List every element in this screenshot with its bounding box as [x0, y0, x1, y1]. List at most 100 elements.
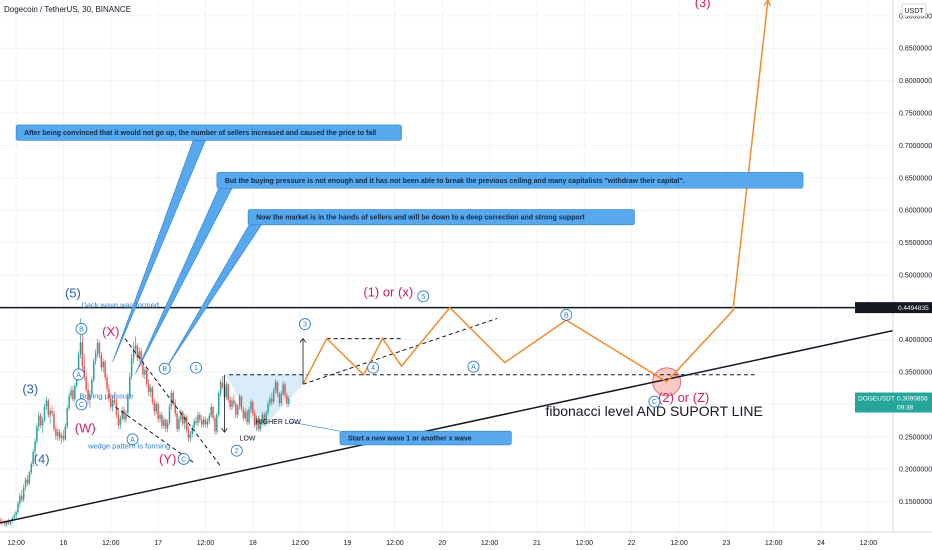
candle-body: [74, 385, 76, 400]
candle-body: [216, 414, 218, 432]
candle-body: [259, 421, 262, 430]
candle-body: [87, 389, 89, 400]
candle-body: [274, 382, 277, 391]
candle-body: [187, 429, 190, 439]
wave-circle-label: A: [130, 437, 135, 444]
candle-body: [163, 419, 165, 426]
candle-body: [185, 416, 188, 430]
y-tick-label: 0.5500000: [899, 240, 932, 247]
candle-body: [250, 401, 252, 410]
candle-body: [246, 411, 248, 423]
candle-body: [195, 421, 197, 424]
candle-body: [123, 410, 125, 420]
candle-body: [32, 451, 34, 465]
wave-circle: [648, 395, 661, 408]
candle-body: [19, 495, 21, 504]
candle-body: [178, 419, 180, 430]
candle-body: [58, 431, 61, 439]
candle-body: [176, 413, 178, 430]
candle-body: [172, 392, 175, 403]
y-tick-label: 0.2500000: [899, 434, 932, 441]
candle-body: [39, 415, 42, 426]
candle-body: [231, 400, 233, 408]
x-tick-label: 12:00: [102, 540, 120, 547]
candle-body: [197, 414, 199, 424]
candle-body: [284, 384, 286, 396]
wave-circle: [367, 361, 380, 374]
candle-body: [15, 511, 17, 516]
candle-body: [68, 396, 70, 409]
price-label-box: [855, 302, 932, 314]
text-label: Buying pressure: [80, 392, 134, 401]
candle-body: [28, 472, 31, 484]
y-tick-label: 0.2000000: [899, 467, 932, 474]
wave-label: fibonacci level AND SUPORT LINE: [545, 403, 762, 419]
callout-box: [15, 124, 402, 141]
time-axis[interactable]: 12:00 16 12:00 17 12:00 18 12:00 19 12:00 20 12:00…: [7, 540, 877, 547]
wave-circle-label: C: [181, 456, 186, 463]
currency-button[interactable]: [901, 3, 927, 17]
wave-circle-label: A: [471, 364, 476, 371]
candle-body: [22, 487, 25, 500]
x-tick-label: 21: [533, 540, 541, 547]
candle-body: [34, 441, 36, 452]
candle-body: [252, 401, 254, 414]
candles: [0, 318, 290, 527]
candle-body: [21, 495, 23, 500]
x-tick-label: 16: [60, 540, 68, 547]
candle-body: [168, 406, 171, 423]
callout-text: Now the market is in the hands of seller…: [256, 215, 585, 222]
price-range-arrowhead: [299, 337, 307, 343]
wave-circle-label: 2: [235, 448, 239, 455]
candle-body: [238, 396, 241, 407]
x-tick-label: 12:00: [765, 540, 783, 547]
candle-body: [155, 403, 158, 412]
wave-label: (5): [65, 285, 81, 300]
candle-body: [146, 370, 148, 384]
candle-body: [261, 414, 264, 422]
candle-body: [130, 358, 133, 377]
candle-body: [94, 353, 97, 362]
candle-body: [164, 419, 167, 429]
candle-body: [128, 376, 131, 397]
y-tick-label: 0.9000000: [899, 13, 932, 20]
x-tick-label: 18: [249, 540, 257, 547]
candle-body: [108, 388, 110, 399]
callout-box: [247, 209, 635, 226]
candle-body: [288, 398, 290, 404]
candle-body: [134, 345, 137, 349]
candle-body: [278, 394, 281, 404]
candle-body: [271, 398, 273, 402]
x-tick-label: 20: [438, 540, 446, 547]
candle-body: [153, 401, 156, 412]
candle-body: [132, 348, 135, 359]
x-tick-label: 12:00: [481, 540, 499, 547]
wave-circle: [560, 308, 573, 321]
candle-body: [70, 390, 72, 397]
candle-body: [240, 396, 243, 409]
y-tick-label: 0.8000000: [899, 78, 932, 85]
candle-body: [89, 394, 91, 400]
candle-body: [276, 382, 279, 395]
candle-body: [96, 342, 99, 354]
candle-body: [218, 393, 220, 415]
price-label-symbol: DOGEUSDT: [858, 396, 895, 403]
candle-body: [79, 342, 82, 355]
wave-circle-label: C: [652, 399, 657, 406]
drawn-line-solid-orange: [302, 0, 769, 385]
candle-body: [140, 351, 142, 363]
wave-circle: [75, 398, 88, 411]
x-tick-label: 12:00: [197, 540, 215, 547]
candle-body: [227, 384, 229, 400]
callout-text: But the buying pressure is not enough an…: [225, 178, 685, 185]
y-tick-label: 0.6000000: [899, 208, 932, 215]
candle-body: [183, 416, 186, 424]
candle-body: [182, 412, 184, 424]
price-label-value: 0.3090856: [897, 396, 928, 403]
candle-body: [280, 393, 283, 404]
callout-text: Start a new wave 1 or another x wave: [348, 436, 472, 443]
candle-body: [11, 517, 14, 521]
chart-title: Dogecoin / TetherUS, 30, BINANCE: [4, 5, 131, 14]
y-tick-label: 0.4000000: [899, 337, 932, 344]
